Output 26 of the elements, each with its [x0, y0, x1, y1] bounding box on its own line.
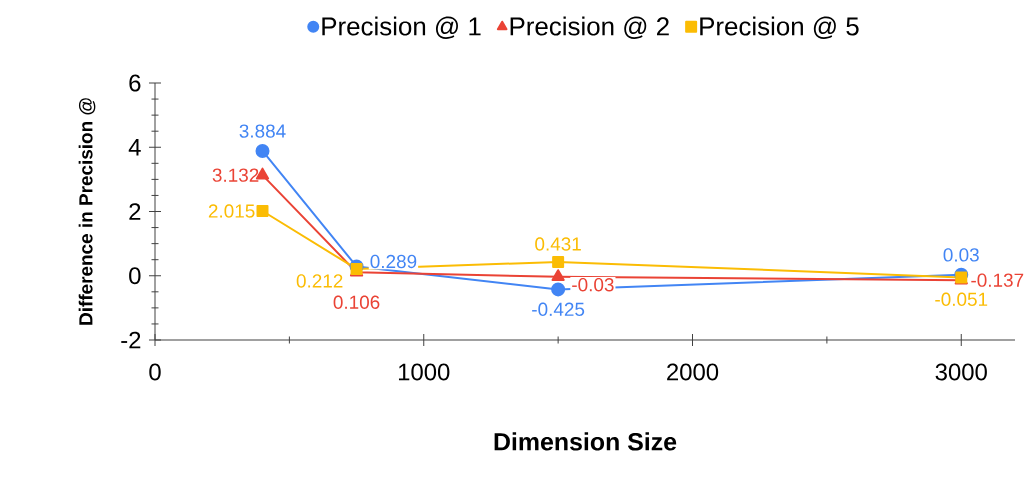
legend-label: Precision @ 2 — [510, 16, 669, 39]
data-label: -0.137 — [971, 273, 1024, 287]
data-label: 0.212 — [296, 274, 343, 288]
x-axis-title: Dimension Size — [494, 432, 677, 451]
y-tick-label: 0 — [129, 267, 141, 285]
data-label: 0.289 — [370, 254, 417, 269]
data-label: 3.132 — [212, 168, 259, 182]
legend-label: Precision @ 1 — [322, 16, 481, 39]
data-label: 3.884 — [239, 124, 286, 138]
data-label: 0.431 — [535, 237, 581, 251]
x-tick-label: 2000 — [667, 363, 719, 381]
y-tick-label: 6 — [129, 74, 141, 92]
legend-label: Precision @ 5 — [700, 16, 859, 39]
y-axis-title: Difference in Precision @ — [78, 98, 96, 325]
data-label: -0.051 — [935, 292, 988, 306]
data-label: -0.425 — [532, 302, 585, 317]
data-label: 2.015 — [208, 204, 255, 218]
y-tick-label: 4 — [128, 139, 141, 156]
x-tick-label: 0 — [149, 363, 161, 381]
x-tick-label: 3000 — [935, 363, 987, 381]
y-tick-label: -2 — [121, 331, 141, 349]
data-label: 0.03 — [943, 248, 979, 262]
y-tick-label: 2 — [129, 203, 141, 220]
data-label: 0.106 — [333, 295, 380, 309]
data-label: -0.03 — [572, 278, 614, 292]
x-tick-label: 1000 — [398, 363, 450, 381]
